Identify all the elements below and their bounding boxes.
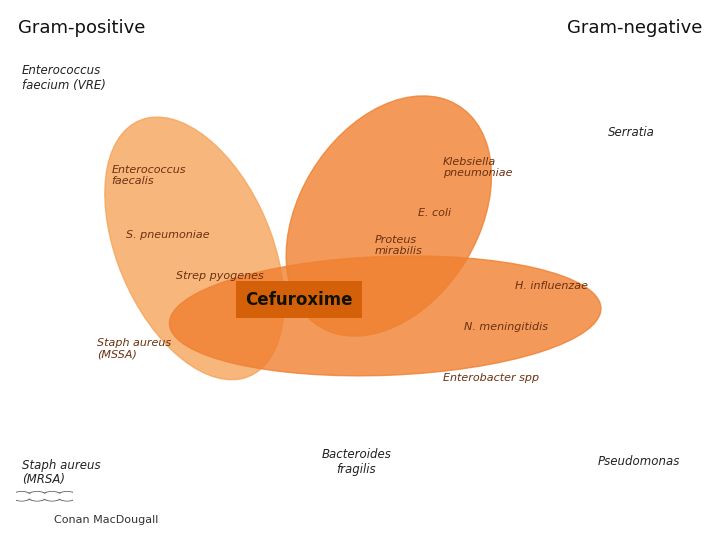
Text: S. pneumoniae: S. pneumoniae [126,230,210,240]
Text: Enterococcus
faecium (VRE): Enterococcus faecium (VRE) [22,64,105,92]
Circle shape [12,491,32,501]
Text: Pseudomonas: Pseudomonas [598,455,680,468]
Circle shape [29,492,45,500]
Text: Klebsiella
pneumoniae: Klebsiella pneumoniae [443,157,513,178]
Text: Strep pyogenes: Strep pyogenes [176,272,264,281]
Text: Enterobacter spp: Enterobacter spp [443,373,539,383]
Text: Conan MacDougall: Conan MacDougall [54,515,158,525]
Text: H. influenzae: H. influenzae [515,281,588,291]
Text: N. meningitidis: N. meningitidis [464,322,549,332]
Text: Proteus
mirabilis: Proteus mirabilis [374,235,422,256]
Text: E. coli: E. coli [418,208,451,218]
Text: Gram-positive: Gram-positive [18,19,145,37]
Circle shape [27,491,47,501]
Ellipse shape [286,96,492,336]
Text: Cefuroxime: Cefuroxime [245,291,353,309]
Text: Bacteroides
fragilis: Bacteroides fragilis [321,448,392,476]
Text: Staph aureus
(MSSA): Staph aureus (MSSA) [97,338,171,359]
FancyBboxPatch shape [236,281,361,318]
Circle shape [59,492,75,500]
Circle shape [42,491,62,501]
Text: Enterococcus
faecalis: Enterococcus faecalis [112,165,186,186]
Ellipse shape [105,117,284,380]
Text: Gram-negative: Gram-negative [567,19,702,37]
Circle shape [58,491,77,501]
Ellipse shape [169,256,601,376]
Circle shape [44,492,60,500]
Text: Serratia: Serratia [608,126,655,139]
Circle shape [14,492,30,500]
Text: Staph aureus
(MRSA): Staph aureus (MRSA) [22,458,100,487]
